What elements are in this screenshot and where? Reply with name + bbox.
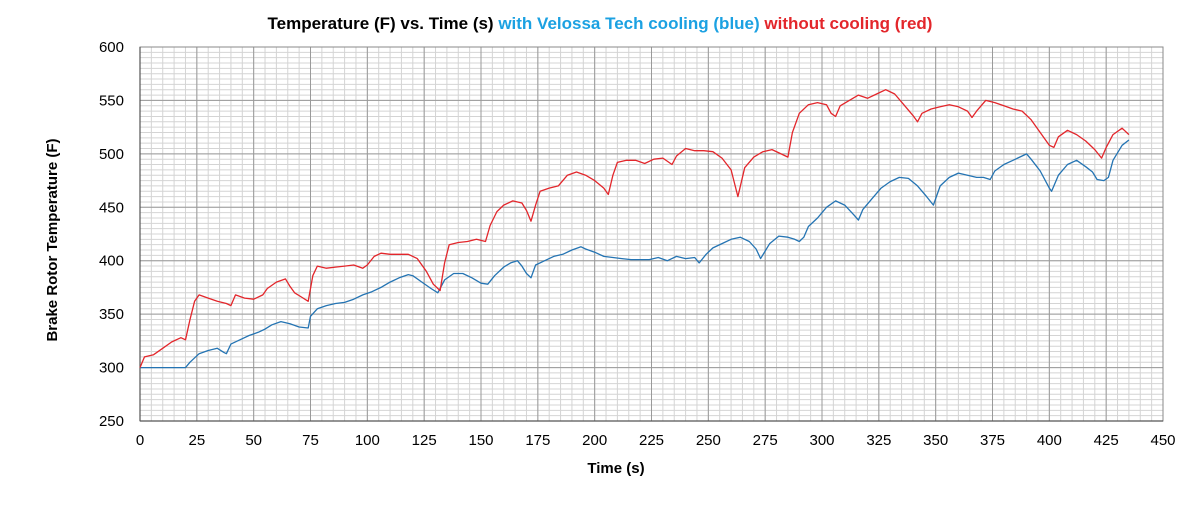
y-tick-label: 350 [99,306,124,323]
series-layer [139,89,1130,369]
x-tick-label: 225 [639,432,664,449]
x-tick-label: 175 [525,432,550,449]
x-tick-label: 200 [582,432,607,449]
x-tick-label: 250 [696,432,721,449]
x-tick-label: 375 [980,432,1005,449]
x-tick-label: 450 [1150,432,1175,449]
x-tick-label: 300 [809,432,834,449]
series-line-without-cooling [139,89,1130,368]
x-tick-label: 25 [188,432,205,449]
x-tick-label: 325 [866,432,891,449]
tick-labels: 0 25 50 75 100 125 150 175 200 225 250 275 300 325 350… [99,39,1176,449]
x-tick-label: 100 [355,432,380,449]
y-tick-label: 550 [99,92,124,109]
axes [139,46,1164,422]
series-line-with-cooling [140,139,1130,369]
grid [139,46,1164,422]
x-tick-label: 125 [412,432,437,449]
y-tick-label: 450 [99,199,124,216]
x-tick-label: 425 [1094,432,1119,449]
y-tick-label: 500 [99,146,124,163]
title-part-main: Temperature (F) vs. Time (s) [267,14,499,33]
title-part-cooling: with Velossa Tech cooling (blue) [498,14,765,33]
x-tick-label: 350 [923,432,948,449]
x-tick-label: 150 [468,432,493,449]
y-axis-label: Brake Rotor Temperature (F) [44,138,61,341]
y-tick-label: 300 [99,360,124,377]
y-tick-label: 600 [99,39,124,56]
title-part-no-cooling: without cooling (red) [764,14,933,33]
y-tick-label: 400 [99,253,124,270]
chart-title: Temperature (F) vs. Time (s) with Veloss… [0,14,1200,34]
x-tick-label: 50 [245,432,262,449]
x-tick-label: 275 [753,432,778,449]
x-axis-label: Time (s) [587,460,644,477]
y-tick-label: 250 [99,413,124,430]
x-tick-label: 75 [302,432,319,449]
x-tick-label: 400 [1037,432,1062,449]
x-tick-label: 0 [136,432,144,449]
